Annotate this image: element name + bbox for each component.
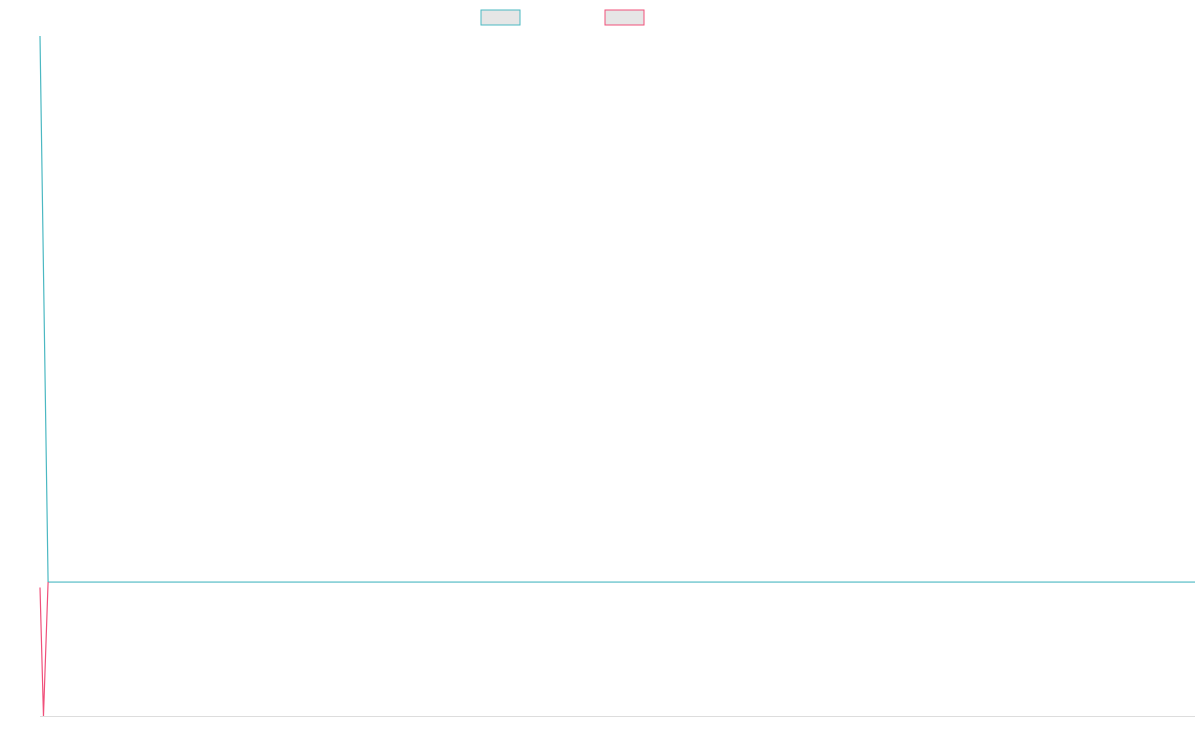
legend-swatch-1[interactable] <box>481 10 520 25</box>
plot-area <box>40 36 1195 716</box>
series-line-1 <box>40 36 1195 582</box>
series-line-2 <box>40 582 48 716</box>
legend-swatch-2[interactable] <box>605 10 644 25</box>
legend <box>481 10 644 25</box>
